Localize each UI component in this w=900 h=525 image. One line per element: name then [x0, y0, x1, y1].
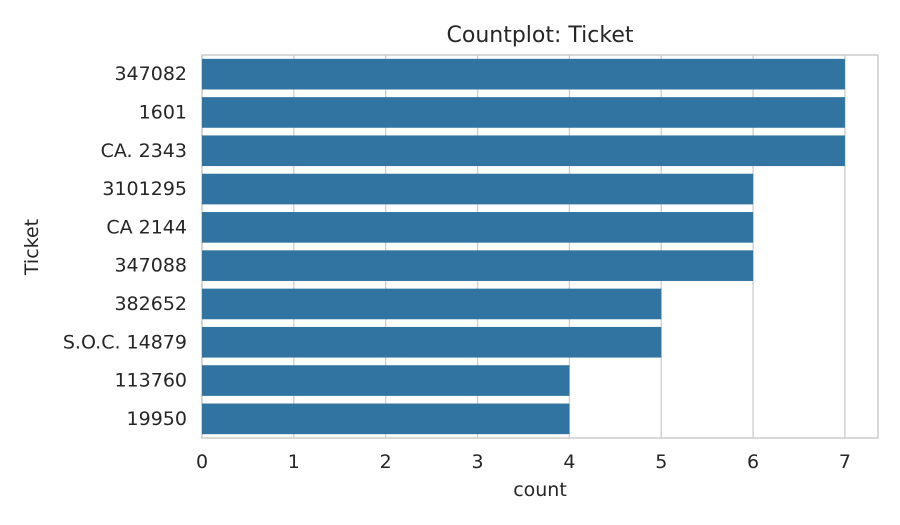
- y-tick-label: 347082: [114, 63, 187, 85]
- x-tick-label: 3: [471, 451, 483, 473]
- x-tick-label: 6: [747, 451, 759, 473]
- bar: [202, 288, 662, 320]
- x-tick-label: 4: [563, 451, 575, 473]
- y-axis-label: Ticket: [21, 219, 43, 276]
- plot-frame: [201, 54, 879, 439]
- y-tick-labels: 347082 1601 CA. 2343 3101295 CA 2144 347088 38…: [63, 63, 187, 430]
- y-tick-label: 19950: [127, 408, 187, 430]
- y-tick-label: CA 2144: [106, 216, 187, 238]
- x-tick-label: 1: [288, 451, 300, 473]
- y-tick-label: 113760: [114, 370, 187, 392]
- y-tick-label: 1601: [139, 101, 187, 123]
- x-tick-label: 7: [839, 451, 851, 473]
- bar: [202, 403, 570, 435]
- bar: [202, 135, 845, 167]
- bars: [202, 58, 845, 435]
- bar: [202, 97, 845, 128]
- bar: [202, 326, 662, 358]
- bar: [202, 365, 570, 396]
- y-tick-label: 3101295: [102, 178, 187, 200]
- bar: [202, 212, 754, 243]
- y-tick-label: 382652: [114, 293, 187, 315]
- x-tick-labels: 0 1 2 3 4 5 6 7: [196, 451, 851, 473]
- y-tick-label: S.O.C. 14879: [63, 331, 187, 353]
- y-tick-label: CA. 2343: [101, 140, 187, 162]
- x-tick-label: 0: [196, 451, 208, 473]
- x-axis-label: count: [513, 479, 567, 501]
- chart-title: Countplot: Ticket: [447, 23, 634, 48]
- bar: [202, 173, 754, 205]
- bar: [202, 250, 754, 281]
- x-tick-label: 2: [380, 451, 392, 473]
- bar: [202, 58, 845, 90]
- y-tick-label: 347088: [114, 255, 187, 277]
- x-tick-label: 5: [655, 451, 667, 473]
